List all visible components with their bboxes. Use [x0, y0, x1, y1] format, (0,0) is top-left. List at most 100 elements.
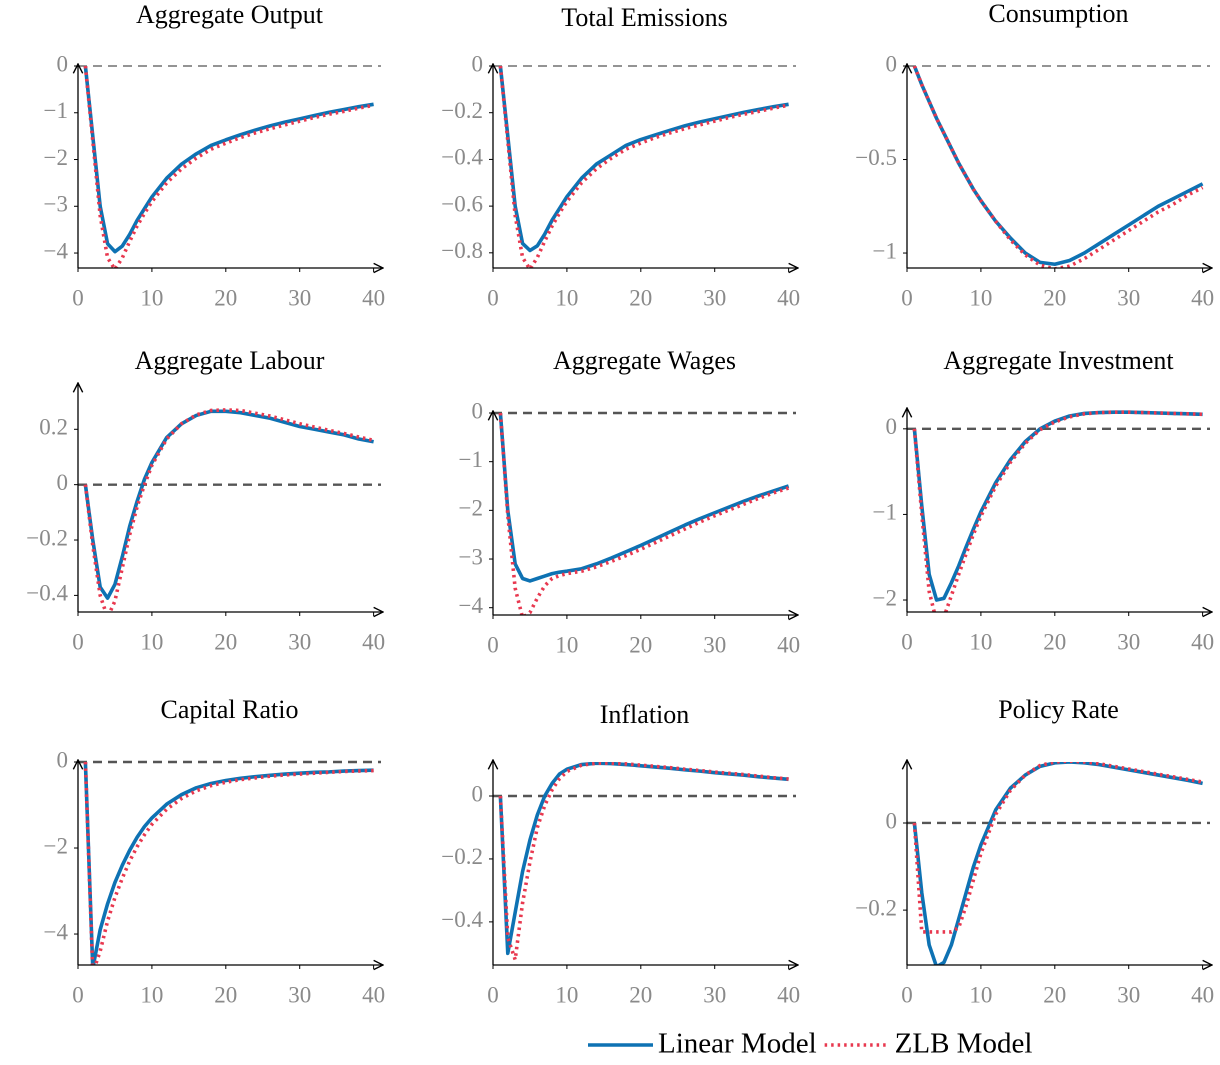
plot-area — [498, 413, 790, 615]
x-tick-label: 40 — [362, 982, 385, 1007]
y-tick-label: 0.2 — [39, 415, 68, 440]
y-tick-label: 0 — [57, 470, 69, 495]
x-tick-label: 10 — [555, 982, 578, 1007]
x-tick-label: 20 — [1043, 629, 1066, 654]
y-tick-label: 0 — [886, 51, 898, 76]
y-tick-label: −0.6 — [441, 191, 483, 216]
y-tick-label: −1 — [873, 500, 897, 525]
y-tick-label: 0 — [472, 51, 484, 76]
chart-title: Aggregate Wages — [553, 346, 736, 375]
y-tick-label: 0 — [472, 781, 484, 806]
chart-title: Inflation — [600, 700, 690, 729]
y-tick-label: 0 — [886, 414, 898, 439]
x-tick-label: 40 — [777, 982, 800, 1007]
series-line — [912, 762, 1203, 965]
y-tick-label: −4 — [44, 238, 69, 263]
series-line — [498, 413, 790, 583]
x-tick-label: 40 — [777, 285, 800, 310]
x-tick-label: 10 — [140, 982, 163, 1007]
y-tick-label: −3 — [459, 544, 483, 569]
x-tick-label: 30 — [1117, 285, 1140, 310]
y-tick-label: −2 — [459, 496, 483, 521]
chart-title: Policy Rate — [998, 695, 1119, 724]
x-tick-label: 0 — [72, 982, 84, 1007]
y-tick-label: −4 — [459, 593, 484, 618]
x-tick-label: 30 — [288, 982, 311, 1007]
plot-area — [498, 762, 789, 962]
x-tick-label: 40 — [777, 632, 800, 657]
plot-area — [83, 408, 375, 612]
x-tick-label: 0 — [487, 982, 499, 1007]
y-tick-label: −2 — [44, 145, 68, 170]
series-line — [83, 762, 374, 965]
plot-area — [498, 66, 789, 268]
x-tick-label: 30 — [1117, 629, 1140, 654]
x-tick-label: 20 — [214, 982, 237, 1007]
y-tick-label: 0 — [57, 51, 69, 76]
x-tick-label: 20 — [1043, 285, 1066, 310]
series-line — [912, 410, 1203, 612]
y-tick-label: −0.2 — [441, 844, 483, 869]
plot-area — [83, 762, 374, 965]
x-tick-label: 20 — [1043, 982, 1066, 1007]
x-tick-label: 0 — [487, 632, 499, 657]
y-tick-label: −1 — [873, 238, 897, 263]
x-tick-label: 30 — [1117, 982, 1140, 1007]
x-tick-label: 0 — [901, 629, 913, 654]
series-line — [498, 66, 789, 268]
x-tick-label: 30 — [288, 629, 311, 654]
x-tick-label: 40 — [1191, 982, 1214, 1007]
x-tick-label: 30 — [288, 285, 311, 310]
x-tick-label: 10 — [969, 629, 992, 654]
x-tick-label: 40 — [1191, 285, 1214, 310]
plot-area — [912, 66, 1204, 268]
series-line — [912, 762, 1203, 934]
series-line — [83, 66, 374, 268]
x-tick-label: 20 — [629, 285, 652, 310]
y-tick-label: −1 — [44, 98, 68, 123]
x-tick-label: 0 — [72, 285, 84, 310]
y-tick-label: −2 — [44, 833, 68, 858]
chart-title: Consumption — [988, 0, 1128, 28]
y-tick-label: −0.4 — [441, 145, 483, 170]
x-tick-label: 40 — [362, 629, 385, 654]
series-line — [912, 66, 1204, 268]
x-tick-label: 30 — [703, 632, 726, 657]
legend-label: ZLB Model — [895, 1028, 1033, 1060]
x-tick-label: 20 — [629, 982, 652, 1007]
legend-label: Linear Model — [658, 1028, 817, 1060]
x-tick-label: 0 — [72, 629, 84, 654]
y-tick-label: 0 — [886, 808, 898, 833]
y-tick-label: −0.4 — [441, 907, 483, 932]
x-tick-label: 10 — [140, 285, 163, 310]
series-line — [83, 66, 374, 254]
series-line — [498, 66, 789, 253]
x-tick-label: 40 — [1191, 629, 1214, 654]
x-tick-label: 0 — [487, 285, 499, 310]
x-tick-label: 10 — [140, 629, 163, 654]
x-tick-label: 40 — [362, 285, 385, 310]
y-tick-label: −2 — [873, 585, 897, 610]
series-line — [83, 409, 374, 600]
chart-title: Aggregate Output — [136, 0, 324, 29]
chart-title: Total Emissions — [561, 3, 727, 32]
y-tick-label: −3 — [44, 192, 68, 217]
y-tick-label: −4 — [44, 919, 69, 944]
y-tick-label: −0.2 — [441, 98, 483, 123]
x-tick-label: 0 — [901, 982, 913, 1007]
y-tick-label: −0.2 — [26, 525, 68, 550]
x-tick-label: 10 — [969, 982, 992, 1007]
plot-area — [912, 762, 1203, 965]
x-tick-label: 20 — [214, 629, 237, 654]
x-tick-label: 20 — [214, 285, 237, 310]
chart-title: Aggregate Labour — [135, 346, 325, 375]
y-tick-label: 0 — [472, 398, 484, 423]
y-tick-label: −0.8 — [441, 238, 483, 263]
x-tick-label: 10 — [555, 285, 578, 310]
x-tick-label: 20 — [629, 632, 652, 657]
series-line — [498, 413, 790, 615]
y-tick-label: −0.2 — [855, 895, 897, 920]
y-tick-label: −0.5 — [855, 145, 897, 170]
